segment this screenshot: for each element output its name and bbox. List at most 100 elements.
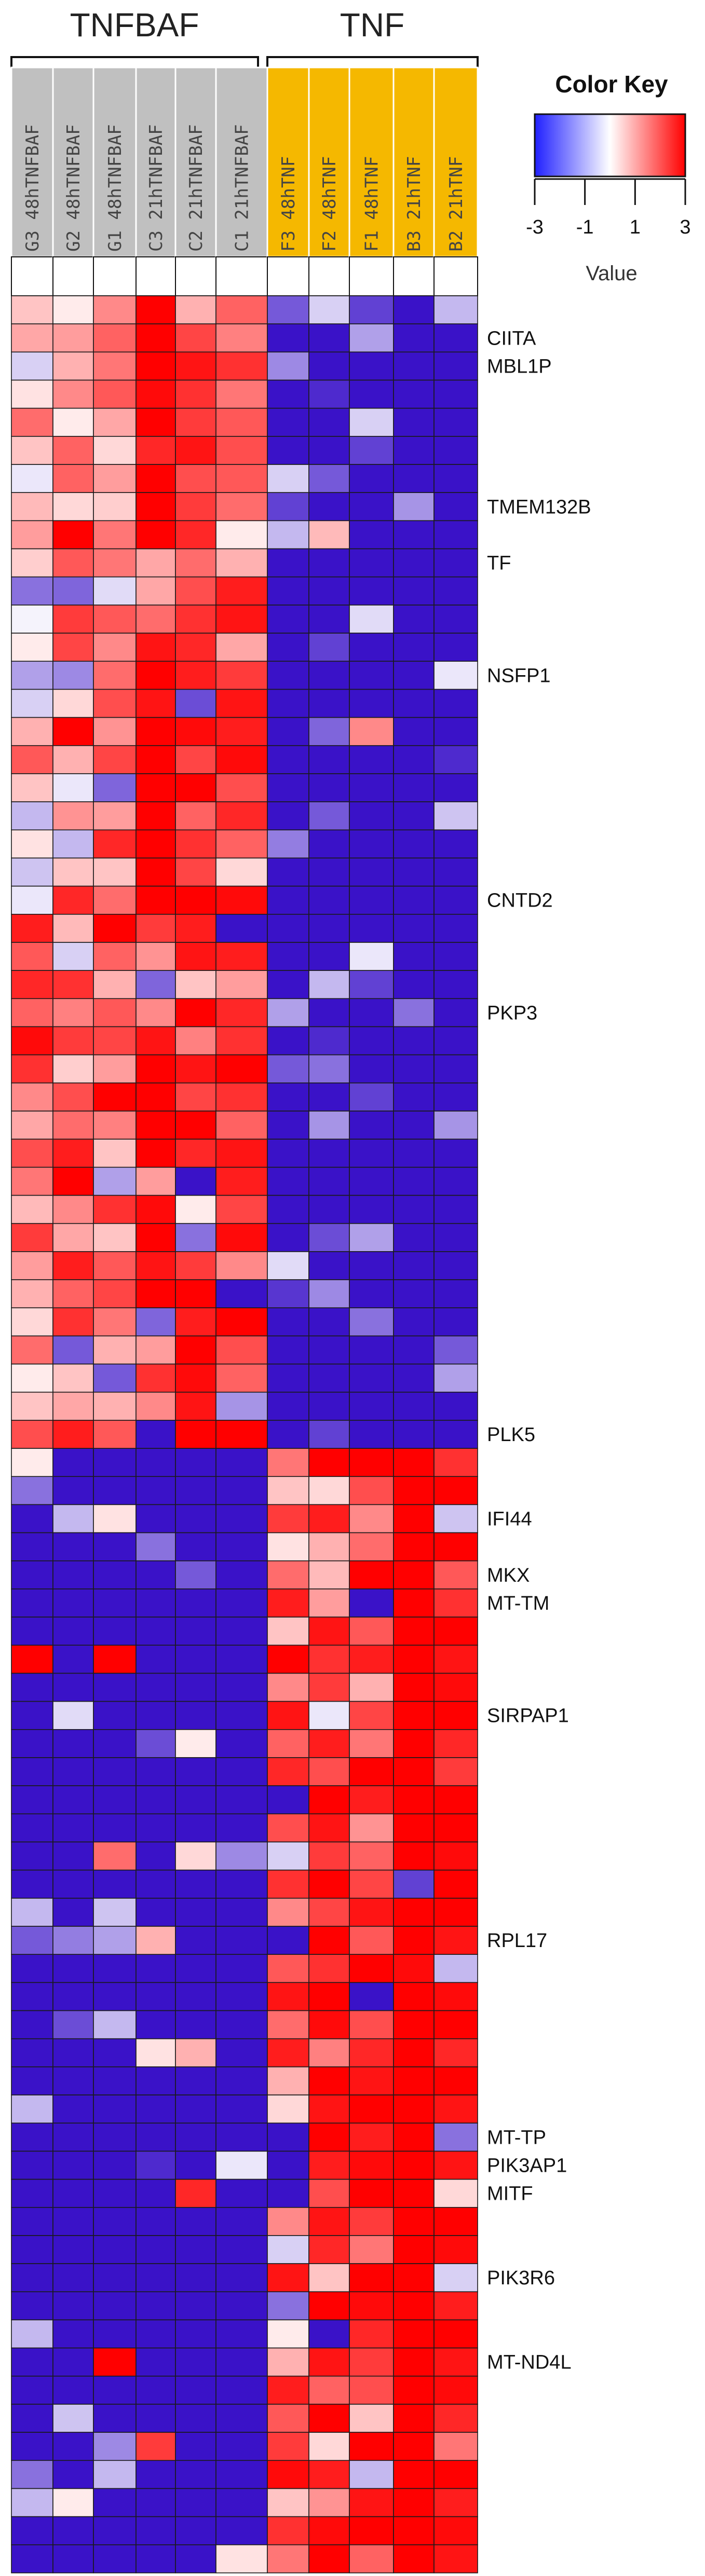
heatmap-cell (433, 2094, 478, 2124)
heatmap-cell (308, 1307, 350, 1337)
heatmap-cell (308, 492, 350, 522)
heatmap-cell (267, 773, 309, 802)
heatmap-cell (393, 323, 435, 353)
heatmap-cell (93, 1954, 137, 1983)
heatmap-cell (135, 1420, 176, 1449)
heatmap-cell (93, 1391, 137, 1421)
heatmap-cell (267, 1448, 309, 1477)
heatmap-cell (393, 1757, 435, 1786)
heatmap-cell (393, 1223, 435, 1252)
heatmap-cell (52, 914, 94, 943)
heatmap-cell (11, 1588, 53, 1618)
heatmap-cell (175, 857, 216, 887)
heatmap-cell (175, 2404, 216, 2433)
heatmap-cell (308, 1083, 350, 1112)
heatmap-cell (52, 745, 94, 774)
heatmap-cell (433, 2516, 478, 2545)
heatmap-cell (267, 1532, 309, 1561)
heatmap-cell (433, 2432, 478, 2461)
row-label: MT-TM (487, 1593, 549, 1614)
heatmap-cell (52, 1111, 94, 1140)
column-label: F3 48hTNF (278, 156, 299, 252)
heatmap-cell (267, 1167, 309, 1196)
heatmap-cell (93, 1335, 137, 1365)
heatmap-cell (93, 2516, 137, 2545)
heatmap-cell (93, 1869, 137, 1899)
heatmap-cell (52, 1813, 94, 1843)
heatmap-cell (11, 1111, 53, 1140)
heatmap-cell (433, 857, 478, 887)
heatmap-cell (175, 407, 216, 437)
heatmap-cell (93, 689, 137, 718)
heatmap-cell (433, 1363, 478, 1393)
heatmap-cell (93, 520, 137, 550)
heatmap-cell (267, 1560, 309, 1590)
heatmap-cell (135, 717, 176, 746)
heatmap-cell (267, 1869, 309, 1899)
heatmap-cell (93, 1532, 137, 1561)
heatmap-cell (52, 2460, 94, 2489)
heatmap-cell (175, 1869, 216, 1899)
heatmap-cell (11, 2460, 53, 2489)
heatmap-cell (349, 1167, 394, 1196)
heatmap-cell (93, 2122, 137, 2152)
heatmap-cell (135, 1785, 176, 1815)
heatmap-cell (215, 1645, 268, 1674)
heatmap-cell (52, 1223, 94, 1252)
heatmap-cell (135, 1504, 176, 1533)
heatmap-cell (175, 379, 216, 409)
heatmap-cell (93, 2347, 137, 2377)
heatmap-cell (93, 1083, 137, 1112)
heatmap-cell (267, 2347, 309, 2377)
heatmap-cell (135, 2010, 176, 2039)
heatmap-cell (175, 717, 216, 746)
heatmap-cell (267, 1757, 309, 1786)
heatmap-cell (175, 1223, 216, 1252)
heatmap-cell (393, 605, 435, 634)
heatmap-cell (11, 1785, 53, 1815)
heatmap-cell (215, 520, 268, 550)
heatmap-cell (175, 1645, 216, 1674)
heatmap-cell (215, 942, 268, 971)
heatmap-cell (215, 2347, 268, 2377)
heatmap-cell (11, 548, 53, 578)
heatmap-cell (175, 1504, 216, 1533)
heatmap-cell (349, 2347, 394, 2377)
heatmap-cell (135, 857, 176, 887)
heatmap-cell (349, 1279, 394, 1309)
heatmap-cells (11, 295, 478, 2573)
heatmap-cell (135, 1026, 176, 1056)
heatmap-cell (349, 1926, 394, 1955)
heatmap-cell (11, 1054, 53, 1084)
color-key-axis-label: Value (586, 262, 637, 285)
column-header-spacer (433, 256, 478, 296)
heatmap-cell (215, 2038, 268, 2067)
heatmap-cell (393, 2038, 435, 2067)
heatmap-cell (308, 1785, 350, 1815)
heatmap-cell (308, 1391, 350, 1421)
heatmap-cell (267, 1954, 309, 1983)
heatmap-cell (433, 576, 478, 606)
heatmap-cell (267, 633, 309, 662)
heatmap-cell (11, 1307, 53, 1337)
heatmap-cell (175, 1532, 216, 1561)
heatmap-cell (393, 1898, 435, 1927)
heatmap-cell (349, 2516, 394, 2545)
heatmap-cell (215, 970, 268, 999)
heatmap-cell (349, 548, 394, 578)
row-label: MITF (487, 2183, 533, 2205)
heatmap-cell (175, 1785, 216, 1815)
heatmap-cell (433, 2207, 478, 2236)
heatmap-cell (393, 1869, 435, 1899)
heatmap-cell (93, 1476, 137, 1505)
heatmap-cell (393, 885, 435, 915)
heatmap-cell (135, 1391, 176, 1421)
heatmap-cell (11, 942, 53, 971)
heatmap-cell (215, 464, 268, 494)
heatmap-cell (215, 1054, 268, 1084)
heatmap-cell (215, 998, 268, 1027)
heatmap-cell (135, 1532, 176, 1561)
heatmap-cell (11, 1869, 53, 1899)
heatmap-cell (267, 1785, 309, 1815)
heatmap-cell (393, 2488, 435, 2517)
